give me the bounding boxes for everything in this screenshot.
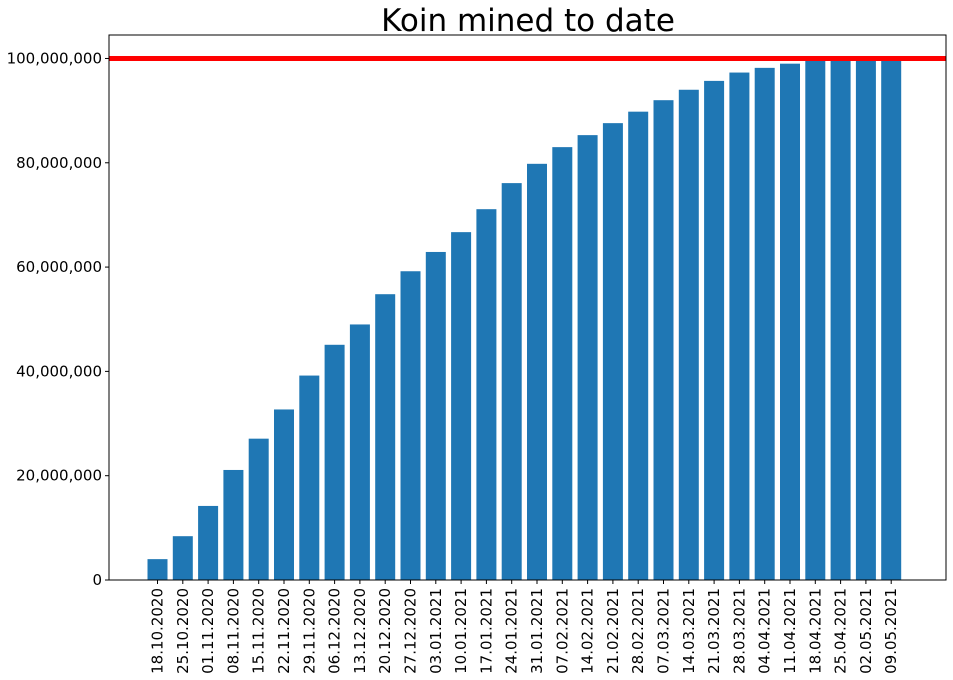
bar-4: [248, 438, 269, 580]
x-tick-label-13: 17.01.2021: [477, 588, 495, 674]
y-tick-label-5: 100,000,000: [7, 49, 102, 67]
x-tick-label-10: 27.12.2020: [402, 588, 420, 674]
x-tick-label-12: 10.01.2021: [452, 588, 470, 674]
x-tick-label-7: 06.12.2020: [326, 588, 344, 674]
bar-9: [375, 294, 396, 580]
x-tick-label-15: 31.01.2021: [528, 588, 546, 674]
bar-24: [754, 67, 775, 581]
bar-23: [729, 72, 750, 581]
bar-17: [577, 135, 598, 580]
bar-11: [425, 251, 446, 580]
bar-6: [299, 375, 320, 580]
y-tick-label-0: 0: [92, 571, 102, 589]
bar-28: [855, 58, 876, 581]
bar-21: [678, 89, 699, 580]
x-tick-label-14: 24.01.2021: [503, 588, 521, 674]
x-tick-label-8: 13.12.2020: [351, 588, 369, 674]
bar-2: [198, 505, 219, 580]
bar-10: [400, 271, 421, 580]
bar-14: [501, 183, 522, 581]
x-tick-label-17: 14.02.2021: [579, 588, 597, 674]
x-tick-label-27: 25.04.2021: [832, 588, 850, 674]
bar-5: [274, 409, 294, 580]
bar-27: [830, 58, 851, 581]
x-tick-label-26: 18.04.2021: [806, 588, 824, 674]
y-tick-label-1: 20,000,000: [16, 467, 102, 485]
x-tick-label-9: 20.12.2020: [376, 588, 394, 674]
x-tick-label-21: 14.03.2021: [680, 588, 698, 674]
chart-title: Koin mined to date: [381, 3, 675, 39]
bar-1: [172, 536, 193, 580]
bars-group: [147, 58, 902, 581]
x-tick-label-2: 01.11.2020: [199, 588, 217, 674]
bar-20: [653, 100, 674, 580]
x-tick-label-24: 04.04.2021: [756, 588, 774, 674]
bar-19: [628, 111, 649, 581]
bar-29: [881, 58, 902, 581]
x-tick-label-1: 25.10.2020: [174, 588, 192, 674]
x-tick-label-19: 28.02.2021: [629, 588, 647, 674]
bar-26: [805, 58, 826, 581]
x-tick-label-16: 07.02.2021: [553, 588, 571, 674]
bar-7: [324, 344, 345, 580]
x-tick-label-0: 18.10.2020: [149, 588, 167, 674]
x-tick-label-22: 21.03.2021: [705, 588, 723, 674]
bar-16: [552, 147, 573, 580]
bar-13: [476, 209, 497, 580]
bar-0: [147, 559, 168, 580]
x-tick-label-5: 22.11.2020: [275, 588, 293, 674]
x-tick-label-28: 02.05.2021: [857, 588, 875, 674]
bar-3: [223, 469, 244, 580]
x-tick-label-18: 21.02.2021: [604, 588, 622, 674]
bar-8: [349, 324, 370, 580]
x-tick-label-23: 28.03.2021: [730, 588, 748, 674]
y-tick-label-4: 80,000,000: [16, 154, 102, 172]
y-axis: 0 20,000,000 40,000,000 60,000,000 80,000,00…: [7, 49, 109, 589]
bar-15: [527, 163, 547, 580]
bar-18: [602, 123, 623, 580]
y-tick-label-3: 60,000,000: [16, 258, 102, 276]
x-tick-label-20: 07.03.2021: [655, 588, 673, 674]
bar-22: [704, 80, 725, 580]
y-tick-label-2: 40,000,000: [16, 362, 102, 380]
x-tick-label-6: 29.11.2020: [300, 588, 318, 674]
x-tick-label-11: 03.01.2021: [427, 588, 445, 674]
x-tick-label-25: 11.04.2021: [781, 588, 799, 674]
x-tick-label-3: 08.11.2020: [224, 588, 242, 674]
bar-12: [451, 232, 472, 580]
x-tick-label-4: 15.11.2020: [250, 588, 268, 674]
bar-25: [780, 63, 800, 581]
plot-frame: [108, 34, 947, 581]
x-axis: 18.10.2020 25.10.2020 01.11.2020 08.11.2020…: [149, 580, 900, 674]
x-tick-label-29: 09.05.2021: [882, 588, 900, 674]
